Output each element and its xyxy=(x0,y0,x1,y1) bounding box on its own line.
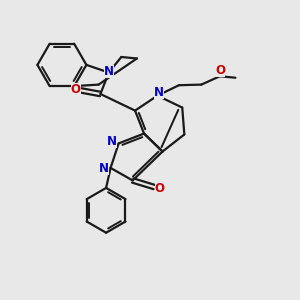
Text: O: O xyxy=(215,64,226,77)
Text: N: N xyxy=(154,85,164,99)
Text: O: O xyxy=(154,182,165,195)
Text: O: O xyxy=(70,83,81,96)
Text: N: N xyxy=(107,135,117,148)
Text: N: N xyxy=(104,64,114,77)
Text: N: N xyxy=(99,162,109,175)
